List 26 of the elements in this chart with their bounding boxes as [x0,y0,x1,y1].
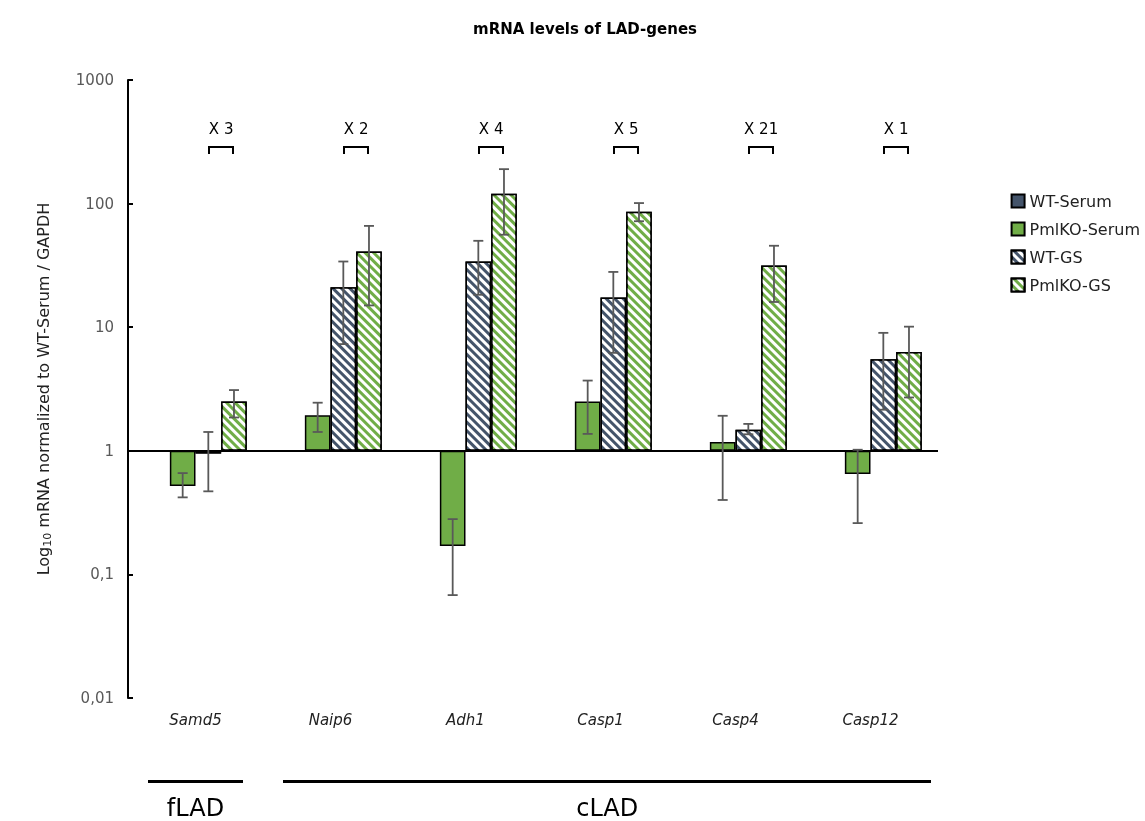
chart-title: mRNA levels of LAD-genes [473,19,698,38]
annotation: X 3 [207,120,235,138]
annotation: X 1 [882,120,910,138]
legend-label: WT-Serum [1029,191,1112,211]
x-tick-label: Casp1 [577,710,624,729]
y-tick-label: 0,01 [80,689,114,707]
y-axis-title: Log10 mRNA normalized to WT-Serum / GAPDH [34,202,54,576]
annotation: X 2 [342,120,370,138]
text: fLAD [165,794,226,821]
y-tick-label: 100 [85,194,114,213]
y-tick-label: 10 [94,318,114,337]
legend-label: PmlKO-Serum [1029,219,1141,239]
x-tick-label: Casp4 [712,710,759,729]
x-tick-label: Adh1 [445,710,485,729]
legend-label: WT-GS [1029,247,1083,267]
annotation: X 4 [477,120,505,138]
x-tick-label: Samd5 [169,710,222,729]
annotation: X 5 [612,120,640,138]
legend-label: PmlKO-GS [1029,275,1111,295]
y-tick-label: 1 [104,441,114,460]
x-tick-label: Casp12 [842,710,899,729]
y-tick-label: 1000 [75,71,114,89]
text: cLAD [575,794,640,821]
annotation: X 21 [743,120,780,138]
y-tick-label: 0,1 [90,565,114,584]
x-tick-label: Naip6 [308,710,353,729]
